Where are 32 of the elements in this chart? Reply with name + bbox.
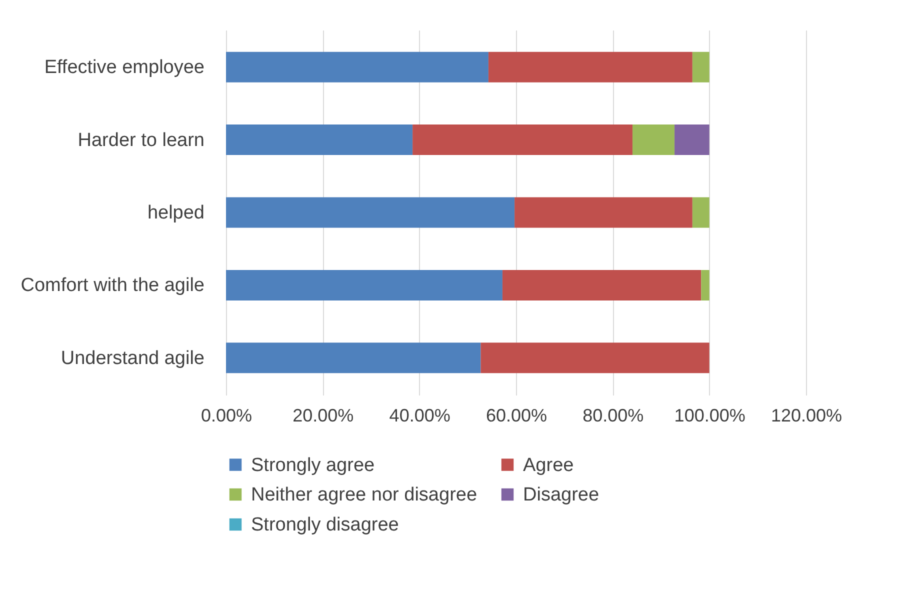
y-tick-label: Effective employee [44,57,204,78]
x-tick-label: 60.00% [486,406,548,426]
y-tick-label: Harder to learn [78,130,204,151]
x-tick-label: 0.00% [200,406,252,426]
bar [514,197,692,228]
bar [226,342,481,374]
x-tick-label: 80.00% [582,406,644,426]
x-tick-label: 120.00% [770,406,842,426]
legend-label: Strongly disagree [251,514,399,536]
bar [480,342,710,374]
bar [412,124,632,156]
bar [226,197,515,228]
bar [692,52,710,82]
bar [502,270,702,300]
legend-label: Disagree [523,484,600,506]
bar [632,124,675,156]
bar [226,52,488,82]
x-tick-label: 20.00% [292,406,354,426]
legend-label: Strongly agree [251,454,375,476]
bar [701,270,710,300]
x-tick-label: 40.00% [389,406,450,426]
bar [674,124,710,156]
y-tick-label: helped [147,202,204,224]
legend-label: Neither agree nor disagree [251,484,478,506]
bar [226,270,502,300]
bar [226,124,413,156]
bar [488,52,692,82]
x-tick-label: 100.00% [674,406,746,426]
y-tick-label: Comfort with the agile [20,275,204,296]
legend-label: Agree [523,454,574,476]
bar [692,197,710,228]
y-tick-label: Understand agile [60,348,204,369]
